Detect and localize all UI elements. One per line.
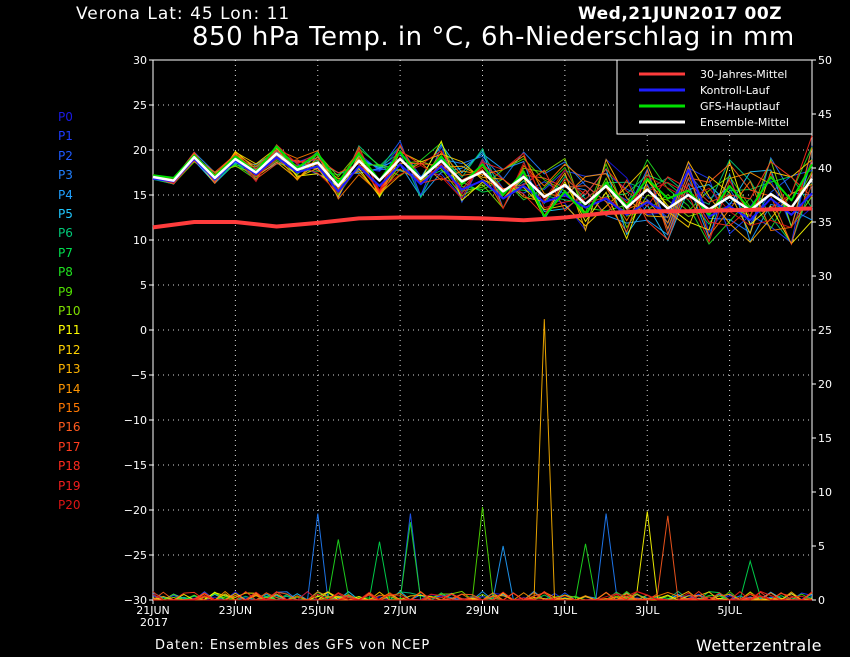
right-tick-label: 40 xyxy=(818,162,832,175)
left-tick-label: 10 xyxy=(133,234,147,247)
left-tick-label: −15 xyxy=(124,459,147,472)
member-label-p14: P14 xyxy=(58,381,81,396)
member-temp-line xyxy=(152,144,813,243)
left-tick-label: −10 xyxy=(124,414,147,427)
left-tick-label: 25 xyxy=(133,99,147,112)
chart-title: 850 hPa Temp. in °C, 6h-Niederschlag in … xyxy=(192,22,795,52)
x-tick-label: 5JUL xyxy=(717,604,742,617)
right-tick-label: 15 xyxy=(818,432,832,445)
left-tick-label: 20 xyxy=(133,144,147,157)
member-temp-line xyxy=(152,156,813,229)
member-label-p12: P12 xyxy=(58,342,81,357)
member-label-p16: P16 xyxy=(58,420,81,435)
right-tick-label: 10 xyxy=(818,486,832,499)
brand-label: Wetterzentrale xyxy=(696,636,823,655)
member-label-p10: P10 xyxy=(58,304,81,318)
member-label-p8: P8 xyxy=(58,265,73,280)
member-label-p5: P5 xyxy=(58,207,73,221)
left-tick-label: −30 xyxy=(124,594,147,607)
member-precip-line xyxy=(152,513,812,601)
member-label-p9: P9 xyxy=(58,284,73,299)
series-gfs-hauptlauf xyxy=(152,145,813,218)
left-tick-label: 30 xyxy=(133,54,147,67)
right-tick-label: 0 xyxy=(818,594,825,607)
x-tick-label: 3JUL xyxy=(635,604,660,617)
member-precip-line xyxy=(152,319,812,601)
right-tick-label: 35 xyxy=(818,216,832,229)
member-label-p18: P18 xyxy=(58,459,81,474)
legend-label: Ensemble-Mittel xyxy=(700,116,789,129)
member-label-p7: P7 xyxy=(58,245,73,260)
member-precip-line xyxy=(153,507,813,601)
left-tick-label: −5 xyxy=(131,369,147,382)
x-year-label: 2017 xyxy=(140,616,168,629)
member-label-p3: P3 xyxy=(58,168,73,183)
x-tick-label: 21JUN xyxy=(136,604,170,617)
x-tick-label: 1JUL xyxy=(553,604,578,617)
legend-label: GFS-Hauptlauf xyxy=(700,100,781,113)
member-precip-line xyxy=(152,515,813,601)
x-tick-label: 25JUN xyxy=(301,604,335,617)
left-tick-label: −25 xyxy=(124,549,147,562)
member-label-p17: P17 xyxy=(58,439,81,454)
series-ensemble-mittel xyxy=(152,152,814,212)
location-label: Verona Lat: 45 Lon: 11 xyxy=(76,4,291,24)
member-precip-line xyxy=(153,522,812,601)
left-tick-label: 5 xyxy=(140,279,147,292)
member-label-p20: P20 xyxy=(58,498,81,512)
member-temp-line xyxy=(152,153,813,246)
member-label-p19: P19 xyxy=(58,478,81,493)
member-label-p1: P1 xyxy=(58,129,73,144)
right-tick-label: 5 xyxy=(818,540,825,553)
data-source-label: Daten: Ensembles des GFS von NCEP xyxy=(155,638,431,653)
right-tick-label: 20 xyxy=(818,378,832,391)
legend-label: 30-Jahres-Mittel xyxy=(700,68,787,81)
x-tick-label: 29JUN xyxy=(466,604,500,617)
member-label-p6: P6 xyxy=(58,226,73,241)
x-tick-label: 23JUN xyxy=(219,604,253,617)
member-precip-line xyxy=(152,590,812,601)
run-date-label: Wed,21JUN2017 00Z xyxy=(578,4,783,24)
member-label-p0: P0 xyxy=(58,110,73,124)
member-label-p15: P15 xyxy=(58,401,81,415)
series--jahres-mittel xyxy=(152,206,813,230)
member-label-p13: P13 xyxy=(58,362,81,377)
right-tick-label: 50 xyxy=(818,54,832,67)
member-precip-line xyxy=(152,513,812,601)
right-tick-label: 30 xyxy=(818,270,832,283)
member-temp-line xyxy=(152,143,813,242)
left-tick-label: 0 xyxy=(140,324,147,337)
left-tick-label: 15 xyxy=(133,189,147,202)
member-label-p4: P4 xyxy=(58,187,73,202)
x-tick-label: 27JUN xyxy=(383,604,417,617)
series-kontroll-lauf xyxy=(152,156,813,222)
legend-label: Kontroll-Lauf xyxy=(700,84,771,97)
right-tick-label: 45 xyxy=(818,108,832,121)
left-tick-label: −20 xyxy=(124,504,147,517)
member-label-p2: P2 xyxy=(58,148,73,163)
right-tick-label: 25 xyxy=(818,324,832,337)
member-label-p11: P11 xyxy=(58,323,81,338)
